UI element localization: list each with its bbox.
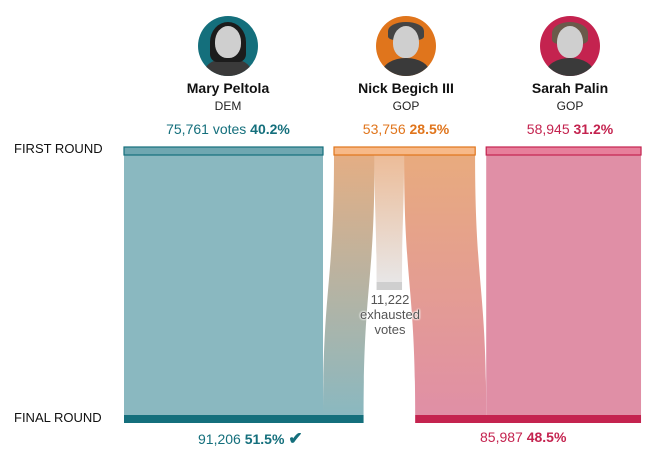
first-round-bar-palin bbox=[485, 146, 642, 156]
candidate-party: GOP bbox=[556, 99, 584, 113]
exhausted-number: 11,222 bbox=[370, 292, 410, 307]
final-pct: 51.5% bbox=[244, 431, 285, 447]
final-votes: 91,206 bbox=[198, 431, 241, 447]
flows-layer bbox=[124, 155, 642, 415]
first-votes: 75,761 votes bbox=[166, 121, 247, 137]
checkmark-icon: ✔ bbox=[288, 429, 303, 448]
exhausted-label: 11,222 exhausted votes bbox=[340, 292, 440, 337]
flow-begich-to-peltola bbox=[323, 155, 375, 415]
candidate-name: Nick Begich III bbox=[358, 80, 454, 96]
first-round-result: 58,945 31.2% bbox=[480, 121, 650, 137]
candidate-palin: Sarah Palin GOP 58,945 31.2% bbox=[480, 0, 650, 137]
final-round-bar-peltola bbox=[124, 415, 364, 423]
first-votes: 58,945 bbox=[526, 121, 570, 137]
candidate-begich: Nick Begich III GOP 53,756 28.5% bbox=[316, 0, 496, 137]
bars-layer bbox=[123, 146, 642, 423]
avatar-peltola bbox=[198, 16, 258, 76]
exhausted-bar bbox=[376, 282, 403, 290]
final-round-bar-palin bbox=[415, 415, 642, 423]
final-result-peltola: 91,206 51.5% ✔ bbox=[198, 429, 303, 449]
avatar-palin bbox=[540, 16, 600, 76]
flow-begich-to-palin bbox=[404, 155, 487, 415]
exhausted-text-1: exhausted bbox=[360, 307, 420, 322]
final-pct: 48.5% bbox=[526, 429, 567, 445]
candidate-peltola: Mary Peltola DEM 75,761 votes 40.2% bbox=[138, 0, 318, 137]
exhausted-text-2: votes bbox=[374, 322, 406, 337]
first-round-result: 53,756 28.5% bbox=[316, 121, 496, 137]
candidate-party: GOP bbox=[392, 99, 420, 113]
flow-peltola-to-peltola bbox=[124, 155, 323, 415]
final-round-label: FINAL ROUND bbox=[14, 410, 102, 425]
first-round-bar-begich bbox=[333, 146, 476, 156]
first-pct: 28.5% bbox=[409, 121, 450, 137]
flow-palin-to-palin bbox=[486, 155, 642, 415]
flow-begich-to-exhausted bbox=[374, 155, 405, 282]
first-pct: 40.2% bbox=[250, 121, 290, 137]
candidate-party: DEM bbox=[214, 99, 242, 113]
first-round-label: FIRST ROUND bbox=[14, 141, 103, 156]
first-pct: 31.2% bbox=[573, 121, 614, 137]
first-round-bar-peltola bbox=[123, 146, 324, 156]
first-votes: 53,756 bbox=[362, 121, 406, 137]
final-votes: 85,987 bbox=[480, 429, 523, 445]
candidate-name: Sarah Palin bbox=[531, 80, 609, 96]
avatar-begich bbox=[376, 16, 436, 76]
final-result-palin: 85,987 48.5% bbox=[480, 429, 566, 445]
candidate-name: Mary Peltola bbox=[186, 80, 270, 96]
first-round-result: 75,761 votes 40.2% bbox=[138, 121, 318, 137]
